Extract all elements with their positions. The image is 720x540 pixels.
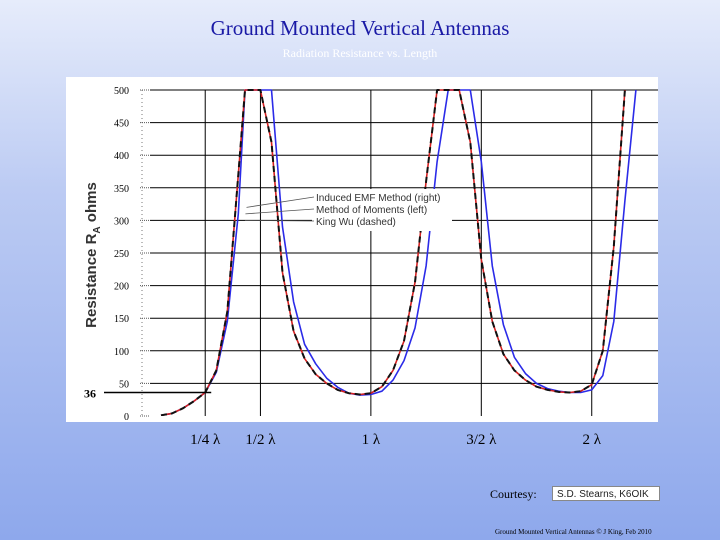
legend-pointer [245,208,315,215]
legend-entry: Induced EMF Method (right) [316,193,441,204]
legend-entry: King Wu (dashed) [316,217,396,228]
legend-box [312,189,452,231]
courtesy-label: Courtesy: [490,487,537,501]
x-tick-label: 3/2 λ [466,432,497,448]
y-tick-label: 150 [114,314,129,325]
y-tick-label: 100 [114,347,129,358]
y-tick-label: 200 [114,282,129,293]
footer-text: Ground Mounted Vertical Antennas © J Kin… [495,528,652,536]
series-line-3 [160,89,626,416]
y-tick-label: 50 [119,379,129,390]
legend-entry: Method of Moments (left) [316,205,427,216]
y-tick-label: 300 [114,216,129,227]
legend: Induced EMF Method (right)Method of Mome… [244,189,452,231]
marker-layer: 36 [84,387,212,401]
y-axis-label: Resistance RA ohms [83,182,103,328]
slide-subtitle: Radiation Resistance vs. Length [282,46,438,60]
x-tick-label: 1 λ [361,432,381,448]
slide-title: Ground Mounted Vertical Antennas [210,16,510,40]
y-tick-label: 500 [114,86,129,97]
x-tick-label: 1/4 λ [190,432,221,448]
y-tick-label: 350 [114,184,129,195]
series-layer [160,89,637,416]
resistance-marker-label: 36 [84,387,96,401]
x-tick-label: 2 λ [582,432,601,448]
y-tick-label: 250 [114,249,129,260]
y-axis-ticks: 0 50 100 150 200 250 300 350 400 450 500 [114,86,150,423]
y-tick-label: 450 [114,119,129,130]
courtesy-name: S.D. Stearns, K6OIK [552,486,660,501]
legend-pointer [244,220,315,222]
legend-pointer [246,196,315,208]
x-tick-label: 1/2 λ [245,432,276,448]
y-tick-label: 0 [124,412,129,423]
plot-panel [66,77,658,422]
y-tick-label: 400 [114,151,129,162]
